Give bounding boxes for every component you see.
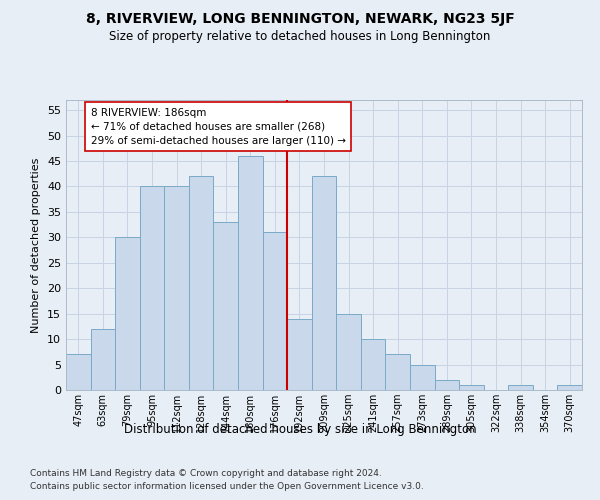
Bar: [557, 385, 582, 390]
Text: Contains public sector information licensed under the Open Government Licence v3: Contains public sector information licen…: [30, 482, 424, 491]
Bar: [336, 314, 361, 390]
Bar: [189, 176, 214, 390]
Bar: [312, 176, 336, 390]
Text: Distribution of detached houses by size in Long Bennington: Distribution of detached houses by size …: [124, 422, 476, 436]
Bar: [459, 385, 484, 390]
Y-axis label: Number of detached properties: Number of detached properties: [31, 158, 41, 332]
Bar: [164, 186, 189, 390]
Text: 8, RIVERVIEW, LONG BENNINGTON, NEWARK, NG23 5JF: 8, RIVERVIEW, LONG BENNINGTON, NEWARK, N…: [86, 12, 514, 26]
Text: 8 RIVERVIEW: 186sqm
← 71% of detached houses are smaller (268)
29% of semi-detac: 8 RIVERVIEW: 186sqm ← 71% of detached ho…: [91, 108, 346, 146]
Bar: [410, 364, 434, 390]
Bar: [385, 354, 410, 390]
Bar: [361, 339, 385, 390]
Bar: [214, 222, 238, 390]
Bar: [263, 232, 287, 390]
Bar: [66, 354, 91, 390]
Bar: [238, 156, 263, 390]
Bar: [115, 238, 140, 390]
Bar: [434, 380, 459, 390]
Text: Size of property relative to detached houses in Long Bennington: Size of property relative to detached ho…: [109, 30, 491, 43]
Bar: [140, 186, 164, 390]
Bar: [91, 329, 115, 390]
Bar: [287, 319, 312, 390]
Text: Contains HM Land Registry data © Crown copyright and database right 2024.: Contains HM Land Registry data © Crown c…: [30, 468, 382, 477]
Bar: [508, 385, 533, 390]
